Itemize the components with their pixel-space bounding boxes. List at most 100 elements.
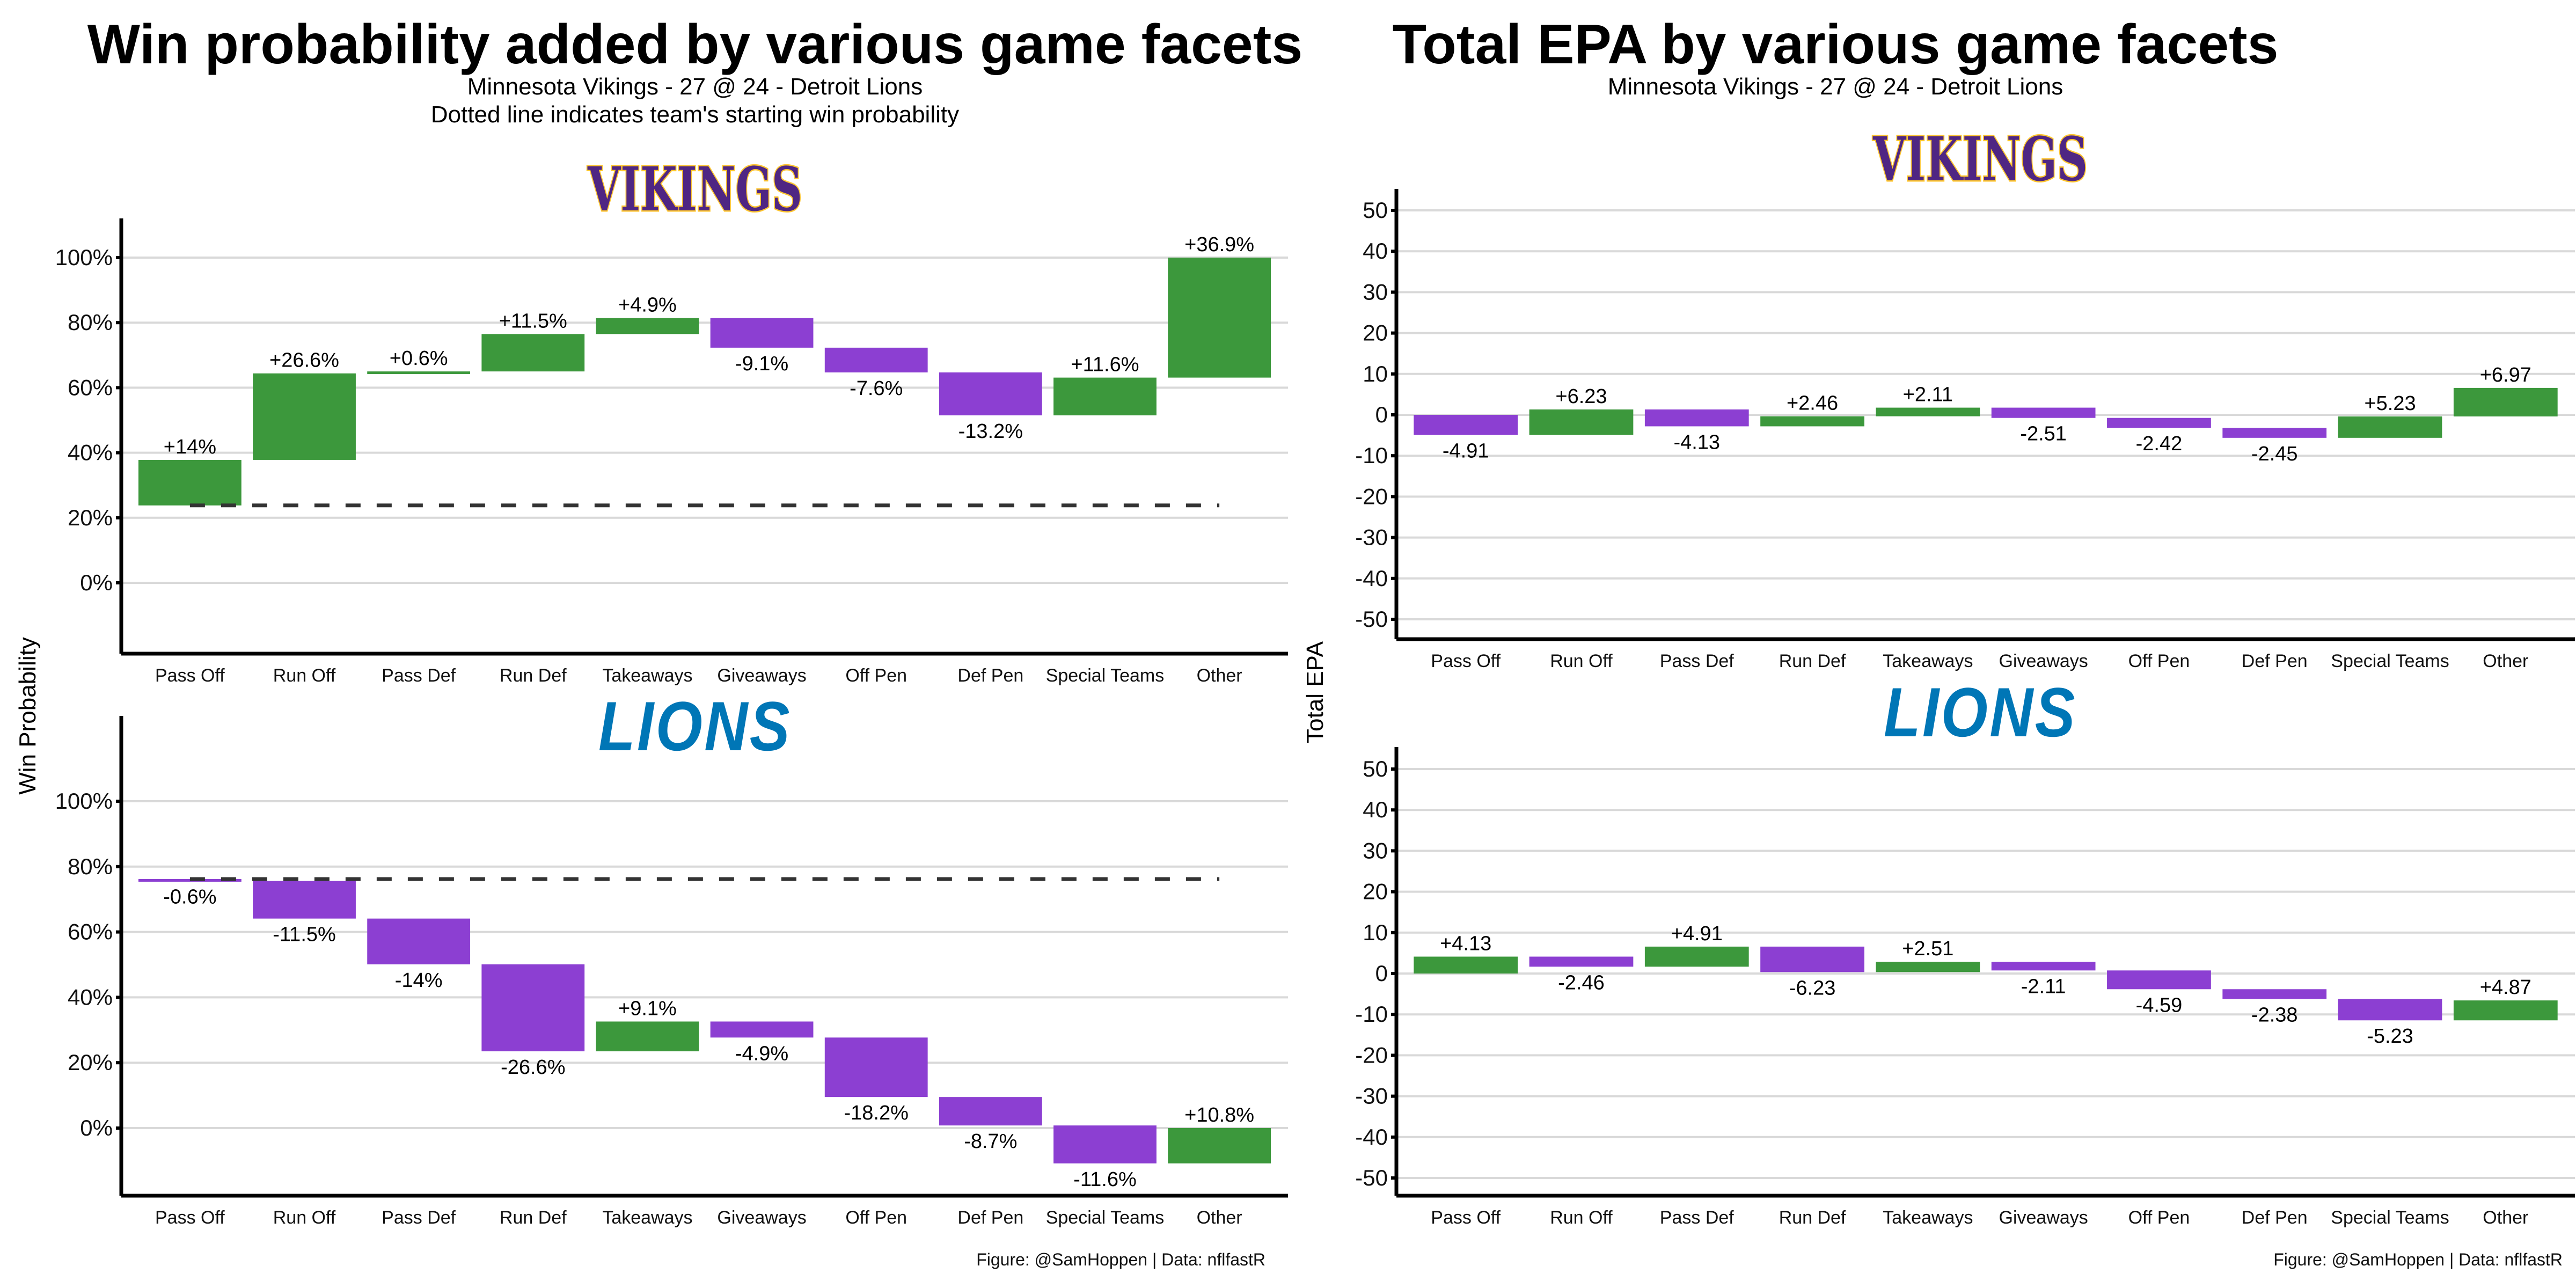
bar-run-def xyxy=(1760,416,1864,427)
y-axis-title-epa: Total EPA xyxy=(1302,641,1328,743)
x-tick-label: Run Def xyxy=(1779,1208,1846,1228)
x-tick-label: Special Teams xyxy=(1046,665,1165,686)
bar-special-teams xyxy=(2338,999,2442,1021)
bar-value-label: +11.5% xyxy=(499,310,567,332)
chart-panels: 0%20%40%60%80%100%+14%Pass Off+26.6%Run … xyxy=(55,189,2575,1228)
bar-value-label: -2.11 xyxy=(2021,975,2066,998)
vikings-logo: VIKINGS xyxy=(1872,125,2088,195)
x-tick-label: Pass Off xyxy=(155,1208,225,1228)
bar-pass-def xyxy=(1644,946,1749,967)
bar-run-off xyxy=(253,881,356,919)
left-title: Win probability added by various game fa… xyxy=(87,13,1303,76)
x-tick-label: Off Pen xyxy=(845,1208,907,1228)
x-tick-label: Off Pen xyxy=(845,665,907,686)
x-tick-label: Other xyxy=(1197,665,1242,686)
bar-value-label: +9.1% xyxy=(618,997,677,1020)
bar-pass-def xyxy=(367,918,471,964)
y-tick-label: 100% xyxy=(55,245,113,270)
bar-other xyxy=(2453,387,2558,416)
bar-value-label: -11.6% xyxy=(1073,1168,1137,1191)
bar-value-label: -4.13 xyxy=(1673,431,1720,453)
x-tick-label: Pass Def xyxy=(382,1208,456,1228)
bar-pass-off xyxy=(1414,956,1518,974)
bar-special-teams xyxy=(1053,1125,1157,1163)
left-subtitle-note: Dotted line indicates team's starting wi… xyxy=(431,101,959,128)
bar-value-label: -4.9% xyxy=(735,1042,788,1065)
bar-giveaways xyxy=(1991,407,2096,418)
y-tick-label: 40 xyxy=(1363,797,1388,822)
bar-off-pen xyxy=(824,1037,928,1097)
bar-value-label: +2.11 xyxy=(1903,384,1953,406)
x-tick-label: Pass Off xyxy=(1431,651,1501,671)
y-tick-label: 0 xyxy=(1375,961,1388,986)
y-tick-label: 50 xyxy=(1363,197,1388,223)
x-tick-label: Takeaways xyxy=(1883,1208,1973,1228)
y-tick-label: -50 xyxy=(1355,606,1388,632)
x-tick-label: Run Def xyxy=(500,1208,567,1228)
y-tick-label: 30 xyxy=(1363,279,1388,304)
y-tick-label: -20 xyxy=(1355,484,1388,509)
x-tick-label: Other xyxy=(2483,651,2528,671)
y-tick-label: -30 xyxy=(1355,1084,1388,1109)
bar-run-def xyxy=(481,964,585,1051)
y-tick-label: -40 xyxy=(1355,566,1388,591)
bar-value-label: -8.7% xyxy=(964,1130,1017,1153)
y-tick-label: 80% xyxy=(68,310,113,335)
y-tick-label: 60% xyxy=(68,919,113,945)
chart-wp-vikings: 0% 20% 40% 60% 80% 100% +14% Pass Off +26.6% Run … xyxy=(55,218,1288,686)
chart-wp-lions: 0% 20% 40% 60% 80% 100% -0.6% Pass Off -11.5% Run… xyxy=(55,716,1288,1228)
x-tick-label: Takeaways xyxy=(1883,651,1973,671)
bar-value-label: +6.97 xyxy=(2480,364,2531,386)
y-tick-label: 40% xyxy=(68,440,113,465)
bar-run-def xyxy=(1760,946,1864,972)
x-tick-label: Run Def xyxy=(500,665,567,686)
bar-value-label: +2.51 xyxy=(1902,938,1953,960)
bar-value-label: +5.23 xyxy=(2364,392,2416,415)
x-tick-label: Special Teams xyxy=(1046,1208,1165,1228)
y-tick-label: 0% xyxy=(80,570,113,595)
y-tick-label: -10 xyxy=(1355,1001,1388,1027)
y-tick-label: 10 xyxy=(1363,920,1388,945)
bar-value-label: +26.6% xyxy=(269,349,339,372)
bar-off-pen xyxy=(824,347,928,372)
bar-value-label: +36.9% xyxy=(1184,233,1254,256)
x-tick-label: Pass Def xyxy=(1660,651,1734,671)
bar-takeaways xyxy=(1876,407,1980,416)
y-tick-label: -20 xyxy=(1355,1042,1388,1067)
bar-takeaways xyxy=(596,1021,699,1051)
y-axis-title-wp: Win Probability xyxy=(14,637,41,794)
x-tick-label: Def Pen xyxy=(2242,1208,2308,1228)
x-tick-label: Giveaways xyxy=(1999,1208,2088,1228)
y-tick-label: -50 xyxy=(1355,1165,1388,1190)
x-tick-label: Other xyxy=(2483,1208,2528,1228)
bar-def-pen xyxy=(939,372,1042,415)
x-tick-label: Pass Off xyxy=(155,665,225,686)
right-footer: Figure: @SamHoppen | Data: nflfastR xyxy=(2273,1250,2563,1269)
bar-value-label: -2.45 xyxy=(2251,443,2298,465)
x-tick-label: Giveaways xyxy=(1999,651,2088,671)
y-tick-label: 0% xyxy=(80,1115,113,1140)
bar-def-pen xyxy=(2222,428,2327,438)
bar-giveaways xyxy=(1991,962,2096,971)
bar-run-off xyxy=(1529,956,1634,967)
bar-off-pen xyxy=(2107,418,2211,428)
lions-logo: LIONS xyxy=(1884,673,2077,751)
right-subtitle: Minnesota Vikings - 27 @ 24 - Detroit Li… xyxy=(1608,74,2063,100)
bar-run-off xyxy=(253,373,356,460)
bar-other xyxy=(1168,1128,1271,1163)
y-tick-label: 20% xyxy=(68,505,113,530)
y-tick-label: 80% xyxy=(68,854,113,879)
bar-run-def xyxy=(481,334,585,372)
x-tick-label: Run Off xyxy=(1550,651,1613,671)
right-title: Total EPA by various game facets xyxy=(1392,13,2278,76)
bar-special-teams xyxy=(1053,377,1157,415)
x-tick-label: Run Off xyxy=(1550,1208,1613,1228)
y-tick-label: 20% xyxy=(68,1050,113,1075)
bar-value-label: -4.59 xyxy=(2136,994,2183,1016)
bar-pass-def xyxy=(367,371,471,375)
y-tick-label: 50 xyxy=(1363,756,1388,781)
bar-pass-def xyxy=(1644,409,1749,427)
bar-value-label: -4.91 xyxy=(1443,440,1489,462)
y-tick-label: 40 xyxy=(1363,238,1388,264)
